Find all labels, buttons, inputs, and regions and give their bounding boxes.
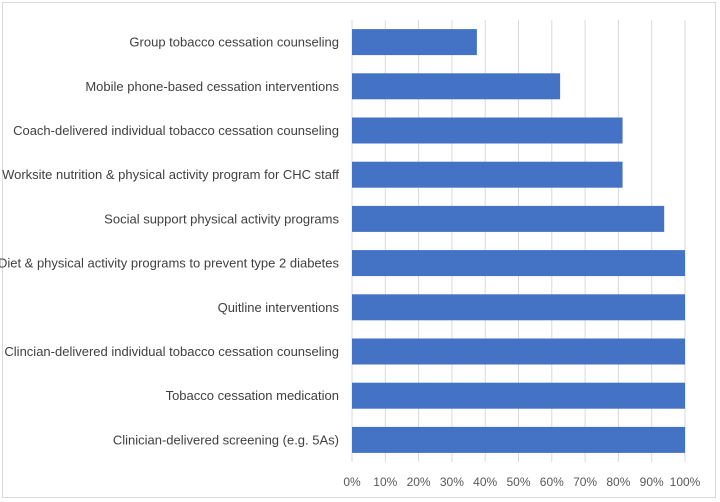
category-label: Diet & physical activity programs to pre… — [0, 256, 339, 271]
category-label: Social support physical activity program… — [104, 211, 339, 226]
category-label: Worksite nutrition & physical activity p… — [2, 167, 339, 182]
bar — [352, 205, 665, 232]
category-labels: Group tobacco cessation counseling Mobile… — [0, 35, 339, 448]
bar — [352, 250, 685, 277]
bar — [352, 426, 685, 453]
bars — [352, 29, 685, 453]
x-tick-label: 10% — [373, 475, 397, 489]
x-tick-label: 90% — [640, 475, 664, 489]
x-tick-label: 50% — [506, 475, 530, 489]
category-label: Tobacco cessation medication — [166, 388, 339, 403]
x-tick-label: 0% — [343, 475, 361, 489]
bar — [352, 29, 477, 56]
bar — [352, 338, 685, 365]
x-tick-label: 60% — [540, 475, 564, 489]
x-tick-label: 20% — [407, 475, 431, 489]
category-label: Mobile phone-based cessation interventio… — [85, 79, 339, 94]
bar — [352, 382, 685, 409]
bar — [352, 73, 561, 100]
category-label: Coach-delivered individual tobacco cessa… — [13, 123, 339, 138]
category-label: Clincian-delivered individual tobacco ce… — [4, 344, 339, 359]
x-tick-label: 30% — [440, 475, 464, 489]
x-tick-label: 40% — [473, 475, 497, 489]
bar — [352, 294, 685, 321]
category-label: Clinician-delivered screening (e.g. 5As) — [113, 432, 339, 447]
x-tick-label: 80% — [606, 475, 630, 489]
category-label: Quitline interventions — [218, 300, 340, 315]
bar — [352, 161, 623, 188]
bar — [352, 117, 623, 144]
x-axis-ticks: 0% 10% 20% 30% 40% 50% 60% 70% 80% 90% 100% — [343, 475, 700, 489]
x-tick-label: 100% — [670, 475, 701, 489]
x-tick-label: 70% — [573, 475, 597, 489]
category-label: Group tobacco cessation counseling — [129, 35, 339, 50]
